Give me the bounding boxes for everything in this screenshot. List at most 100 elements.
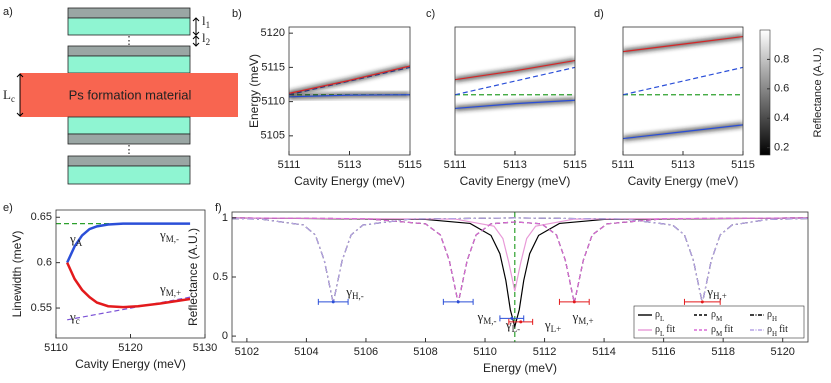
x-tick-label: 5114	[592, 346, 616, 358]
panel-label: c)	[426, 8, 435, 20]
x-tick-label: 5130	[193, 342, 217, 354]
x-axis-label: Cavity Energy (meV)	[294, 174, 405, 188]
x-tick-label: 5120	[770, 346, 794, 358]
error-center	[700, 300, 704, 304]
series-label: γA	[69, 231, 83, 248]
error-center	[572, 300, 576, 304]
series-line	[232, 217, 808, 304]
plot-frame	[622, 26, 744, 156]
y-tick-label: 1	[222, 212, 228, 224]
subscript: L	[660, 315, 664, 323]
subscript: 1	[206, 20, 211, 30]
subscript: c	[11, 94, 15, 104]
x-tick-label: 5115	[398, 159, 422, 171]
series-line	[623, 35, 743, 53]
layer	[67, 133, 191, 145]
x-axis-label: Cavity Energy (meV)	[460, 174, 571, 188]
symbol: γ	[571, 309, 578, 324]
series-label: ρL fit	[655, 324, 675, 337]
symbol: γ	[69, 231, 76, 246]
series-line	[623, 124, 743, 140]
colorbar-tick-label: 0.6	[774, 83, 789, 95]
layer	[67, 116, 191, 135]
subscript: H,-	[352, 291, 364, 301]
y-axis-label: Reflectance (A.U.)	[186, 228, 200, 326]
series-label: ρM	[711, 309, 723, 322]
subscript: H	[772, 330, 777, 338]
x-tick-label: 5113	[338, 159, 362, 171]
y-tick-label: 5115	[261, 61, 285, 73]
ellipsis: ⋮	[124, 35, 135, 47]
panel-label: b)	[232, 8, 242, 20]
series-line	[623, 66, 743, 96]
material-label: Ps formation material	[69, 87, 192, 102]
y-tick-label: 5110	[261, 96, 285, 108]
x-tick-label: 5120	[118, 342, 142, 354]
subscript: M,+	[578, 316, 593, 326]
colorbar-label: Reflectance (A.U.)	[812, 48, 824, 138]
layer	[67, 55, 191, 74]
series-line	[289, 94, 410, 98]
thickness-arrow	[16, 73, 24, 117]
symbol: ρ	[711, 324, 716, 335]
error-center	[519, 320, 523, 324]
subscript: M,-	[166, 234, 179, 244]
plot-area	[455, 27, 575, 155]
subscript: L-	[512, 324, 521, 334]
plot	[623, 34, 743, 142]
series-label: γc	[69, 309, 80, 326]
layer	[67, 165, 191, 185]
x-tick-label: 5110	[44, 342, 68, 354]
y-tick-label: 5105	[261, 130, 285, 142]
y-axis-label: Energy (meV)	[247, 54, 261, 128]
subscript: 2	[206, 37, 211, 47]
subscript: H	[772, 315, 777, 323]
x-tick-label: 5112	[533, 346, 557, 358]
series-label: γL+	[544, 317, 561, 334]
thickness-label: Lc	[3, 87, 15, 104]
suffix: fit	[724, 324, 733, 335]
legend-box	[633, 305, 805, 339]
symbol: γ	[69, 309, 76, 324]
series-line	[66, 262, 191, 309]
plot-frame	[454, 26, 576, 156]
plot	[232, 212, 808, 342]
layer	[67, 155, 191, 167]
x-tick-label: 5118	[711, 346, 735, 358]
y-tick-label: 0.5	[213, 271, 228, 283]
x-tick-label: 5108	[413, 346, 437, 358]
y-axis-label: Linewidth (meV)	[10, 231, 24, 318]
series-label: ρM fit	[711, 324, 733, 337]
subscript: c	[76, 316, 80, 326]
x-axis-label: Energy (meV)	[483, 361, 557, 375]
subscript: L	[660, 330, 664, 338]
y-tick-label: 0.6	[37, 257, 52, 269]
material-layer	[20, 73, 238, 117]
suffix: fit	[779, 324, 788, 335]
x-tick-label: 5113	[671, 159, 695, 171]
symbol: ρ	[767, 324, 772, 335]
series-label: γH,-	[345, 284, 364, 301]
panel-label: a)	[3, 6, 13, 18]
plot	[56, 222, 191, 321]
symbol: ρ	[711, 309, 716, 320]
subscript: A	[76, 238, 83, 248]
plot-frame	[231, 211, 809, 343]
panel-label: f)	[215, 202, 222, 214]
symbol: ρ	[767, 309, 772, 320]
y-tick-label: 0.55	[31, 302, 52, 314]
symbol: γ	[544, 317, 551, 332]
symbol: ρ	[655, 324, 660, 335]
x-tick-label: 5110	[473, 346, 497, 358]
symbol: γ	[477, 309, 484, 324]
plot-area	[56, 210, 205, 338]
x-tick-label: 5111	[612, 159, 635, 171]
y-tick-label: 5120	[261, 27, 285, 39]
ellipsis: ⋮	[124, 144, 135, 156]
symbol: γ	[159, 227, 166, 242]
layer	[67, 7, 191, 19]
x-tick-label: 5113	[503, 159, 527, 171]
error-center	[331, 300, 335, 304]
